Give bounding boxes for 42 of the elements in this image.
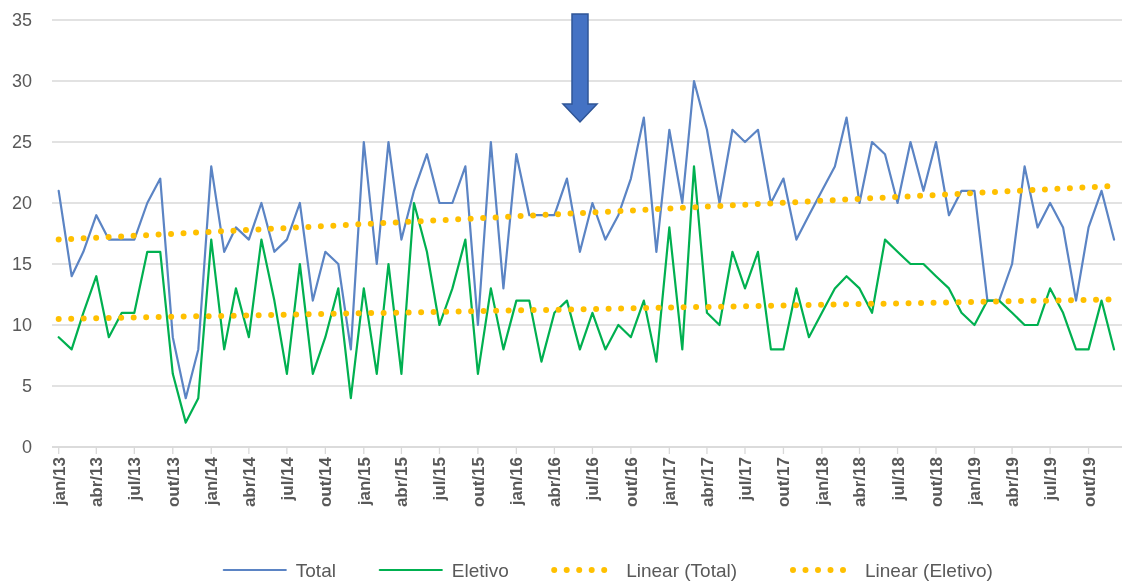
x-tick-label: abr/18	[850, 457, 870, 508]
legend-label: Eletivo	[451, 559, 509, 581]
x-tick-label: abr/14	[239, 456, 259, 508]
x-tick-label: abr/16	[545, 457, 565, 508]
x-tick-label: out/14	[316, 456, 336, 508]
x-tick-label: jan/14	[202, 456, 222, 507]
x-tick-label: jan/13	[49, 457, 69, 507]
x-tick-label: out/15	[468, 457, 488, 508]
x-tick-label: jul/17	[735, 457, 755, 502]
y-tick-label: 20	[11, 193, 32, 214]
x-tick-label: abr/13	[87, 457, 107, 508]
x-tick-label: abr/19	[1003, 457, 1023, 508]
x-tick-label: abr/17	[697, 457, 717, 508]
x-tick-label: jan/15	[354, 457, 374, 507]
legend-label: Linear (Total)	[626, 559, 738, 581]
y-tick-label: 5	[21, 376, 32, 397]
x-tick-label: jan/18	[812, 457, 832, 507]
y-tick-label: 35	[11, 10, 32, 31]
line-series	[57, 165, 1116, 424]
x-tick-label: jul/18	[888, 457, 908, 502]
x-tick-label: jan/16	[507, 457, 527, 507]
legend-label: Linear (Eletivo)	[865, 559, 993, 581]
x-tick-label: out/19	[1079, 457, 1099, 508]
legend-label: Total	[295, 559, 336, 581]
x-tick-label: out/17	[774, 457, 794, 508]
x-tick-label: jul/16	[583, 457, 603, 502]
x-tick-label: out/13	[163, 457, 183, 508]
x-tick-label: out/16	[621, 457, 641, 508]
line-series	[57, 79, 1116, 400]
x-tick-label: jul/15	[430, 457, 450, 502]
x-tick-label: jul/13	[125, 457, 145, 502]
y-tick-label: 10	[11, 315, 32, 336]
x-tick-label: jul/14	[277, 456, 297, 502]
y-tick-label: 25	[11, 132, 32, 153]
x-tick-label: abr/15	[392, 457, 412, 508]
x-tick-label: jan/17	[660, 457, 680, 507]
y-tick-label: 0	[21, 437, 32, 458]
x-tick-label: jul/19	[1041, 457, 1061, 502]
x-tick-label: jan/19	[965, 457, 985, 507]
y-tick-label: 15	[11, 254, 32, 275]
x-tick-label: out/18	[926, 457, 946, 508]
y-tick-label: 30	[11, 71, 32, 92]
